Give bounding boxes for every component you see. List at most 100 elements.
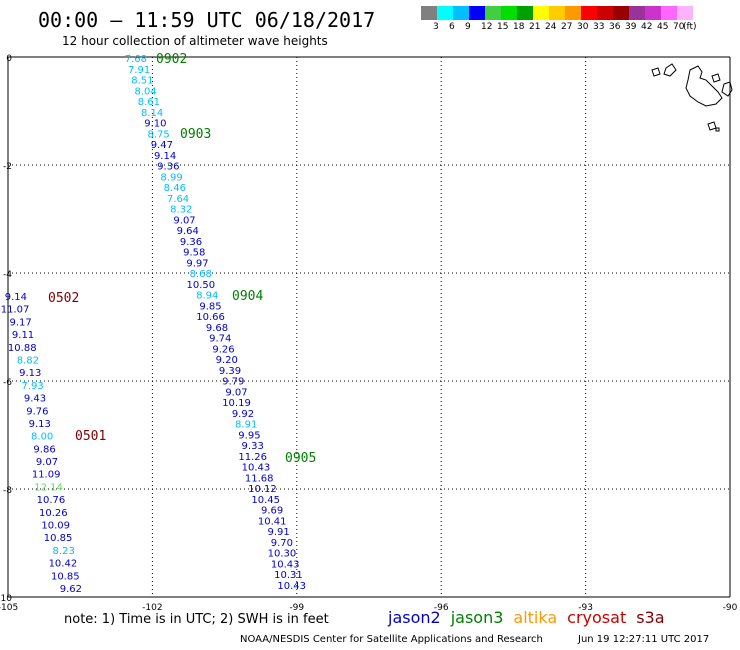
wave-height-value: 10.66 (196, 312, 225, 323)
wave-height-value: 9.07 (173, 215, 195, 226)
wave-height-value: 10.43 (271, 559, 300, 570)
legend-item-altika: altika (513, 608, 558, 627)
color-scale-label: 6 (449, 22, 455, 32)
color-scale-label: (ft) (683, 22, 697, 32)
color-swatch (421, 6, 437, 20)
color-swatch (677, 6, 693, 20)
wave-height-value: 10.19 (222, 398, 251, 409)
wave-height-value: 9.36 (180, 237, 202, 248)
wave-height-value: 9.10 (144, 119, 166, 130)
wave-height-value: 10.85 (51, 571, 80, 582)
pass-time-label: 0904 (232, 289, 263, 304)
color-swatch (613, 6, 629, 20)
legend-item-jason2: jason2 (388, 608, 441, 627)
wave-height-value: 9.13 (19, 368, 41, 379)
longitude-tick-label: -90 (723, 603, 738, 613)
wave-height-value: 9.26 (212, 344, 234, 355)
wave-height-value: 9.85 (199, 301, 221, 312)
wave-height-value: 9.39 (219, 366, 241, 377)
wave-height-value: 9.47 (151, 140, 173, 151)
color-swatch (565, 6, 581, 20)
wave-height-value: 9.14 (5, 292, 27, 303)
color-swatch (485, 6, 501, 20)
wave-height-value: 9.07 (36, 457, 58, 468)
color-swatch (469, 6, 485, 20)
color-scale-label: 42 (641, 22, 653, 32)
wave-height-values: 7.687.918.518.048.618.149.108.759.479.14… (1, 54, 306, 595)
pass-time-label: 0502 (48, 291, 79, 306)
wave-height-value: 10.43 (242, 463, 271, 474)
wave-height-value: 8.91 (235, 420, 257, 431)
wave-height-value: 9.69 (261, 506, 283, 517)
color-swatch (549, 6, 565, 20)
wave-height-value: 10.26 (39, 508, 68, 519)
page-subtitle: 12 hour collection of altimeter wave hei… (62, 34, 328, 48)
wave-height-value: 9.70 (271, 538, 293, 549)
wave-height-value: 9.33 (242, 441, 264, 452)
wave-height-value: 9.91 (268, 527, 290, 538)
pass-time-labels: 0902 0903 0904 0905 0502 0501 (48, 52, 316, 466)
generated-timestamp: Jun 19 12:27:11 UTC 2017 (578, 634, 710, 645)
color-swatch (581, 6, 597, 20)
axis-tick-labels: -105 -102 -99 -96 -93 -90 0 -2 -4 -6 -8 -10 (0, 54, 738, 613)
wave-height-value: 12.14 (34, 482, 63, 493)
wave-height-value: 9.58 (183, 248, 205, 259)
wave-height-value: 9.79 (222, 377, 244, 388)
legend-item-cryosat: cryosat (567, 608, 627, 627)
color-scale-label: 36 (609, 22, 621, 32)
wave-height-value: 8.51 (131, 76, 153, 87)
satellite-legend: jason2 jason3 altika cryosat s3a (388, 608, 675, 627)
wave-height-value: 9.92 (232, 409, 254, 420)
wave-height-value: 10.31 (274, 570, 303, 581)
wave-height-value: 7.93 (21, 381, 43, 392)
color-scale-label: 24 (545, 22, 557, 32)
wave-height-value: 8.94 (196, 291, 218, 302)
longitude-tick-label: -102 (142, 603, 162, 613)
wave-height-value: 8.75 (147, 129, 169, 140)
wave-height-value: 8.04 (134, 86, 156, 97)
color-swatch (597, 6, 613, 20)
color-swatch (517, 6, 533, 20)
color-scale-label: 3 (433, 22, 439, 32)
footer-note: note: 1) Time is in UTC; 2) SWH is in fe… (64, 612, 329, 627)
wave-height-value: 10.50 (187, 280, 216, 291)
wave-height-value: 8.82 (17, 355, 39, 366)
pass-time-label: 0501 (75, 429, 106, 444)
wave-height-value: 10.85 (44, 533, 73, 544)
color-scale-label: 33 (593, 22, 605, 32)
wave-height-value: 9.62 (60, 584, 82, 595)
latitude-tick-label: -8 (3, 486, 12, 496)
wave-height-value: 8.46 (164, 183, 186, 194)
wave-height-value: 11.26 (238, 452, 267, 463)
color-swatch (629, 6, 645, 20)
latitude-tick-label: -10 (0, 594, 12, 604)
wave-height-value: 7.64 (167, 194, 189, 205)
wave-height-value: 9.86 (33, 444, 55, 455)
color-scale-label: 18 (513, 22, 525, 32)
color-scale-label: 39 (625, 22, 637, 32)
color-scale-label: 30 (577, 22, 589, 32)
color-swatch (533, 6, 549, 20)
wave-height-value: 11.07 (1, 305, 30, 316)
longitude-tick-label: -96 (434, 603, 449, 613)
page-title: 00:00 – 11:59 UTC 06/18/2017 (38, 8, 376, 32)
wave-height-value: 8.23 (53, 546, 75, 557)
color-scale-label: 45 (657, 22, 669, 32)
wave-height-value: 7.68 (125, 54, 147, 65)
wave-height-value: 9.97 (186, 258, 208, 269)
color-swatch (661, 6, 677, 20)
longitude-tick-label: -105 (0, 603, 18, 613)
pass-time-label: 0902 (156, 52, 187, 67)
wave-height-value: 10.42 (49, 559, 78, 570)
wave-height-value: 10.88 (8, 343, 37, 354)
wave-height-value: 9.07 (225, 387, 247, 398)
legend-item-s3a: s3a (636, 608, 665, 627)
wave-height-value: 9.13 (29, 419, 51, 430)
latitude-tick-label: -2 (3, 162, 12, 172)
wave-height-value: 11.68 (245, 473, 274, 484)
wave-height-value: 9.68 (206, 323, 228, 334)
longitude-tick-label: -99 (289, 603, 304, 613)
color-scale-label: 12 (481, 22, 493, 32)
wave-height-value: 9.11 (12, 330, 34, 341)
